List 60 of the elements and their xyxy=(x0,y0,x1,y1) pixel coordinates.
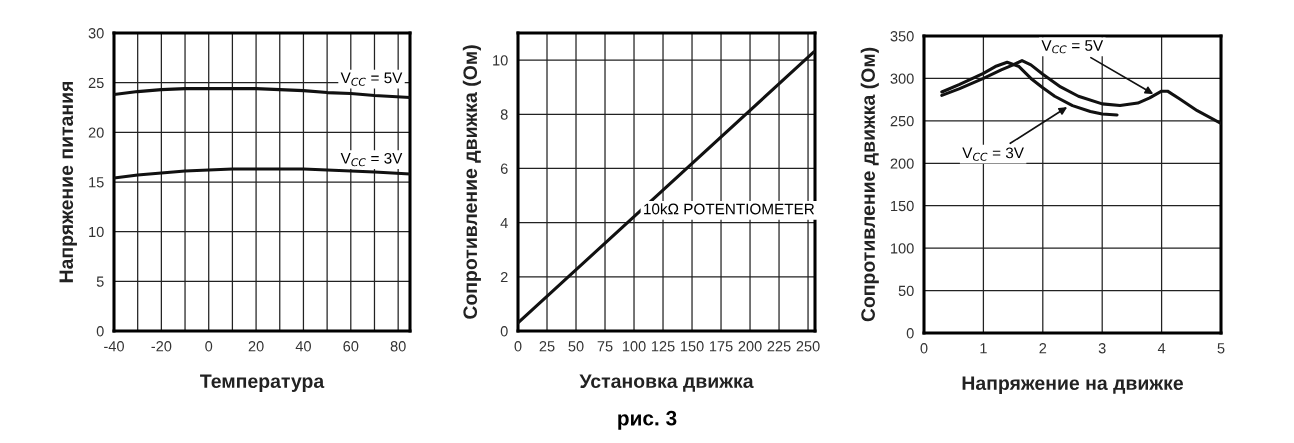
line-series xyxy=(114,87,410,100)
y-tick-label: 50 xyxy=(898,285,914,296)
y-tick-label: 2 xyxy=(500,271,508,283)
y-tick-label: 8 xyxy=(500,109,508,120)
x-tick-label: 80 xyxy=(390,341,406,352)
y-axis-title: Сопротивление движка (Ом) xyxy=(860,47,879,322)
y-tick-label: 30 xyxy=(88,28,104,39)
x-tick-label: 40 xyxy=(295,341,311,352)
annotation: 10kΩ POTENTIOMETER xyxy=(644,203,815,215)
x-tick-label: 250 xyxy=(796,341,820,352)
y-tick-label: 5 xyxy=(96,276,104,287)
x-axis-title: Установка движка xyxy=(579,374,754,392)
x-tick-label: 100 xyxy=(622,341,646,352)
x-tick-label: -20 xyxy=(151,341,172,352)
line-series xyxy=(114,167,410,180)
y-tick-label: 300 xyxy=(890,73,914,84)
x-tick-label: 0 xyxy=(205,341,213,352)
y-tick-label: 150 xyxy=(891,200,914,212)
y-tick-label: 15 xyxy=(89,177,104,188)
x-tick-label: 1 xyxy=(980,343,987,354)
y-tick-label: 20 xyxy=(88,127,104,138)
x-axis-title: Температура xyxy=(200,374,325,392)
x-tick-label: -40 xyxy=(104,341,124,352)
x-tick-label: 150 xyxy=(680,341,704,352)
y-tick-label: 350 xyxy=(890,31,914,42)
y-tick-label: 10 xyxy=(493,55,508,66)
x-tick-label: 4 xyxy=(1157,343,1166,354)
x-tick-label: 225 xyxy=(767,341,791,352)
x-tick-label: 0 xyxy=(514,341,522,352)
y-tick-label: 200 xyxy=(890,158,914,169)
annotation: V$_{CC}$ = 3V xyxy=(340,152,403,167)
y-tick-label: 4 xyxy=(500,217,508,228)
x-tick-label: 3 xyxy=(1098,343,1106,354)
x-tick-label: 175 xyxy=(709,341,733,352)
x-tick-label: 75 xyxy=(597,341,613,352)
text: рис. 3 xyxy=(618,410,677,430)
x-tick-label: 2 xyxy=(1039,343,1047,354)
x-tick-label: 0 xyxy=(920,343,928,354)
y-tick-label: 100 xyxy=(891,243,914,254)
x-tick-label: 60 xyxy=(343,341,359,352)
y-tick-label: 25 xyxy=(88,77,104,89)
x-tick-label: 200 xyxy=(738,341,762,352)
y-tick-label: 250 xyxy=(890,115,914,127)
x-axis-title: Напряжение на движке xyxy=(962,376,1184,394)
y-tick-label: 10 xyxy=(89,226,104,238)
y-tick-label: 6 xyxy=(500,163,508,174)
y-axis-title: Сопротивление движка (Ом) xyxy=(462,45,481,319)
y-tick-label: 0 xyxy=(96,326,104,337)
annotation: V$_{CC}$ = 5V xyxy=(1041,40,1104,54)
y-axis-title: Напряжение питания xyxy=(59,81,77,283)
x-tick-label: 20 xyxy=(248,341,264,352)
y-tick-label: 0 xyxy=(906,328,914,339)
x-tick-label: 25 xyxy=(539,341,555,352)
x-tick-label: 5 xyxy=(1217,343,1225,354)
x-tick-label: 50 xyxy=(568,341,584,352)
x-tick-label: 125 xyxy=(651,341,675,352)
annotation: V$_{CC}$ = 5V xyxy=(340,72,403,86)
annotation: V$_{CC}$ = 3V xyxy=(962,147,1024,161)
y-tick-label: 0 xyxy=(500,326,508,337)
line-series xyxy=(940,59,1221,125)
